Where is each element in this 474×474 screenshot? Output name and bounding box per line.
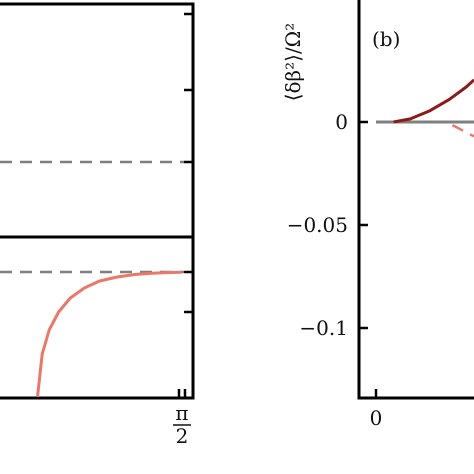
axes-frame-b	[357, 0, 474, 400]
y-axis-label: ⟨δβ²⟩/Ω²	[281, 23, 305, 102]
panel-b: (b) 0 −0.05 −0.1 0 ⟨δβ²⟩/Ω²	[281, 0, 474, 430]
x-tick-label-numerator: π	[175, 401, 188, 425]
y-tick-label-neg-0.1: −0.1	[299, 316, 348, 340]
axes-frame-a-upper	[0, 2, 195, 238]
panel-label-b: (b)	[372, 27, 400, 51]
series-line-a-lower-1	[36, 270, 182, 398]
y-tick-label-neg-0.05: −0.05	[287, 213, 348, 237]
x-tick-label-pi-over-2: π 2	[173, 401, 191, 448]
panel-a-lower: π 2	[0, 235, 195, 448]
x-tick-label-0: 0	[370, 406, 383, 430]
series-line-b-1	[393, 78, 474, 124]
panel-a-upper	[0, 2, 195, 238]
series-line-b-2	[451, 123, 474, 138]
x-tick-label-denominator: 2	[176, 424, 189, 448]
y-tick-label-0: 0	[335, 110, 348, 134]
axes-frame-a-lower	[0, 235, 195, 400]
